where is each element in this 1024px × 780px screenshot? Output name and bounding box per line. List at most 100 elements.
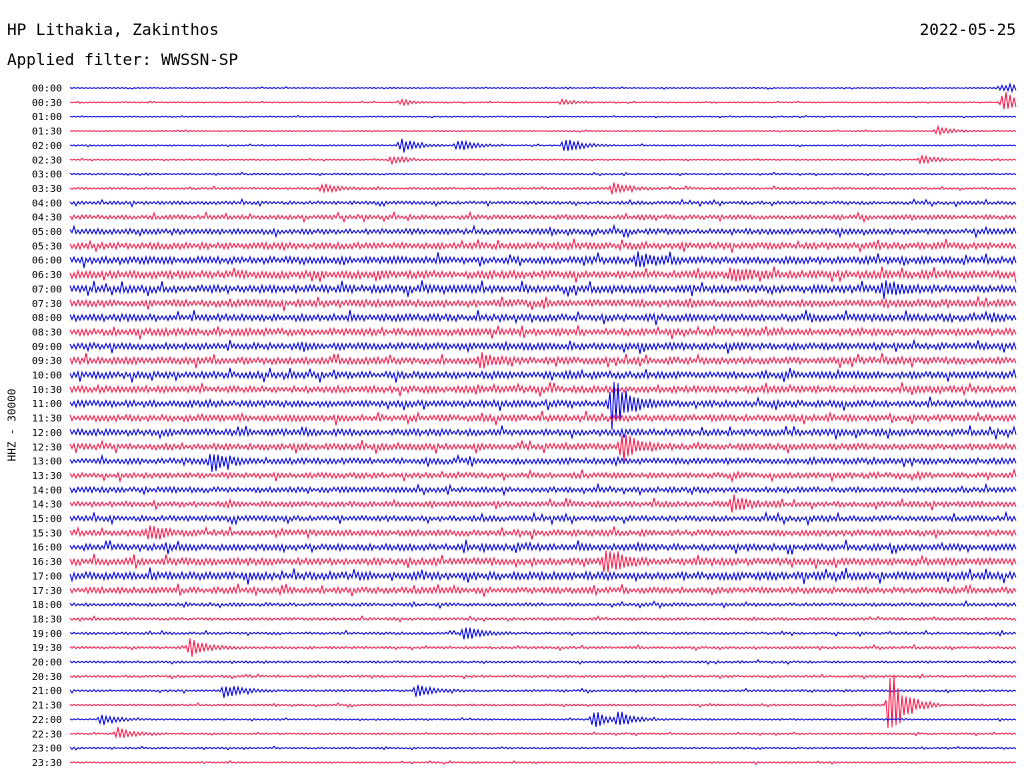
- trace-line: [69, 238, 1017, 254]
- time-label: 05:00: [32, 227, 62, 238]
- time-label: 03:00: [32, 170, 62, 181]
- trace-line: [69, 745, 1017, 751]
- time-label: 00:30: [32, 98, 62, 109]
- trace-line: [69, 467, 1017, 484]
- time-label: 18:00: [32, 600, 62, 611]
- trace-line: [69, 760, 1017, 766]
- time-label: 19:00: [32, 629, 62, 640]
- time-label: 02:00: [32, 141, 62, 152]
- time-label: 20:30: [32, 672, 62, 683]
- time-label: 13:30: [32, 471, 62, 482]
- time-label: 11:30: [32, 414, 62, 425]
- trace-line: [69, 711, 1017, 728]
- trace-line: [69, 627, 1017, 640]
- trace-line: [69, 296, 1017, 312]
- trace-line: [69, 453, 1017, 472]
- time-label: 22:00: [32, 715, 62, 726]
- trace-line: [69, 567, 1017, 585]
- trace-line: [69, 727, 1017, 739]
- trace-line: [69, 482, 1017, 497]
- trace-line: [69, 182, 1017, 195]
- time-label: 11:00: [32, 399, 62, 410]
- time-label: 14:00: [32, 485, 62, 496]
- trace-line: [69, 410, 1017, 426]
- trace-group: [69, 82, 1017, 766]
- trace-line: [69, 114, 1017, 119]
- trace-line: [69, 599, 1017, 610]
- trace-line: [69, 92, 1017, 110]
- trace-line: [69, 550, 1017, 573]
- trace-line: [69, 251, 1017, 269]
- trace-line: [69, 494, 1017, 513]
- time-label: 04:00: [32, 198, 62, 209]
- trace-line: [69, 675, 1017, 729]
- time-label: 01:00: [32, 112, 62, 123]
- time-label: 17:00: [32, 571, 62, 582]
- trace-line: [69, 425, 1017, 441]
- trace-line: [69, 525, 1017, 540]
- trace-line: [69, 381, 1017, 397]
- trace-line: [69, 684, 1017, 698]
- trace-line: [69, 638, 1017, 657]
- time-label: 21:30: [32, 701, 62, 712]
- time-label: 08:30: [32, 327, 62, 338]
- time-label: 19:30: [32, 643, 62, 654]
- trace-line: [69, 381, 1017, 430]
- station-title: HP Lithakia, Zakinthos: [7, 20, 219, 39]
- trace-line: [69, 659, 1017, 665]
- trace-line: [69, 82, 1017, 94]
- trace-line: [69, 352, 1017, 369]
- trace-line: [69, 539, 1017, 555]
- trace-line: [69, 266, 1017, 283]
- trace-line: [69, 223, 1017, 240]
- date-label: 2022-05-25: [919, 20, 1016, 39]
- time-label: 06:00: [32, 256, 62, 267]
- trace-line: [69, 154, 1017, 166]
- trace-line: [69, 324, 1017, 340]
- time-label: 10:30: [32, 385, 62, 396]
- time-label: 22:30: [32, 729, 62, 740]
- trace-line: [69, 138, 1017, 153]
- time-label: 12:00: [32, 428, 62, 439]
- time-label: 14:30: [32, 500, 62, 511]
- trace-line: [69, 210, 1017, 224]
- time-label: 07:30: [32, 299, 62, 310]
- trace-line: [69, 171, 1017, 177]
- time-label: 16:30: [32, 557, 62, 568]
- trace-line: [69, 338, 1017, 354]
- trace-line: [69, 197, 1017, 208]
- time-label: 20:00: [32, 658, 62, 669]
- trace-line: [69, 280, 1017, 300]
- time-label-group: 00:00 00:30 01:00 01:30 02:00 02:30 03:00 03:30…: [32, 84, 62, 769]
- time-label: 18:30: [32, 614, 62, 625]
- time-label: 02:30: [32, 155, 62, 166]
- time-label: 15:00: [32, 514, 62, 525]
- time-label: 07:00: [32, 284, 62, 295]
- time-label: 09:30: [32, 356, 62, 367]
- time-label: 05:30: [32, 241, 62, 252]
- time-label: 04:30: [32, 213, 62, 224]
- time-label: 08:00: [32, 313, 62, 324]
- time-label: 23:00: [32, 744, 62, 755]
- time-label: 00:00: [32, 84, 62, 95]
- time-label: 12:30: [32, 442, 62, 453]
- trace-line: [69, 434, 1017, 461]
- time-label: 16:00: [32, 543, 62, 554]
- time-label: 21:00: [32, 686, 62, 697]
- trace-line: [69, 583, 1017, 597]
- time-label: 23:30: [32, 758, 62, 769]
- time-label: 03:30: [32, 184, 62, 195]
- time-label: 13:00: [32, 457, 62, 468]
- time-label: 01:30: [32, 127, 62, 138]
- trace-line: [69, 510, 1017, 527]
- time-label: 15:30: [32, 528, 62, 539]
- time-label: 10:00: [32, 371, 62, 382]
- trace-line: [69, 124, 1017, 137]
- filter-label: Applied filter: WWSSN-SP: [7, 50, 239, 69]
- time-label: 17:30: [32, 586, 62, 597]
- trace-line: [69, 309, 1017, 326]
- trace-line: [69, 673, 1017, 680]
- time-label: 09:00: [32, 342, 62, 353]
- time-label: 06:30: [32, 270, 62, 281]
